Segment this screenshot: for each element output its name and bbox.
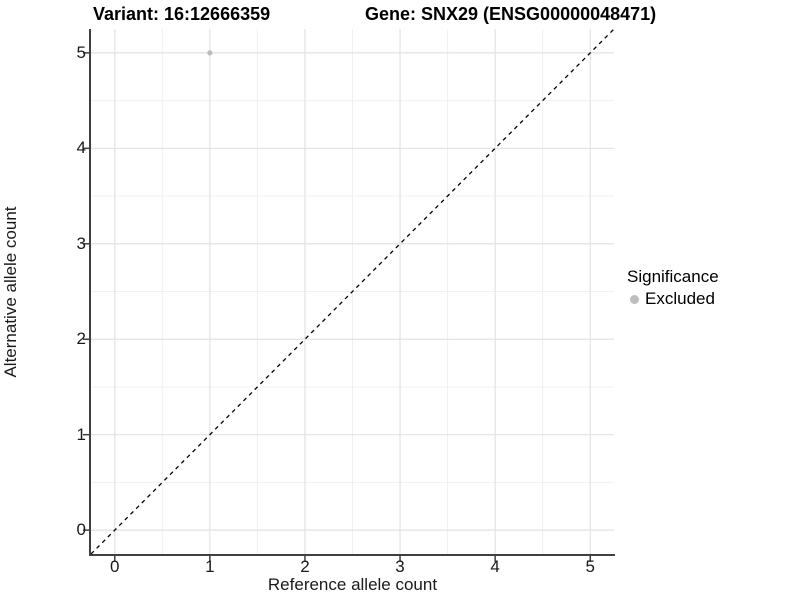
y-axis-label: Alternative allele count (1, 206, 20, 378)
y-tick-label: 5 (76, 42, 86, 62)
x-tick-label: 4 (490, 557, 500, 576)
x-tick-label: 3 (395, 557, 405, 576)
x-tick-label: 0 (110, 557, 120, 576)
identity-reference-line (90, 28, 615, 555)
legend-title: Significance (627, 267, 719, 286)
y-tick-label: 3 (76, 233, 86, 253)
legend-key-dot-icon (630, 294, 639, 304)
legend-items: Excluded (627, 288, 719, 310)
gene-title: Gene: SNX29 (ENSG00000048471) (365, 4, 657, 24)
y-tick-label: 1 (76, 424, 86, 444)
legend-item: Excluded (627, 288, 719, 310)
data-point (207, 50, 213, 56)
legend-item-label: Excluded (645, 289, 715, 308)
x-axis-label: Reference allele count (267, 575, 438, 594)
x-tick-label: 2 (300, 557, 310, 576)
x-tick-label: 5 (585, 557, 595, 576)
y-tick-label: 2 (76, 329, 86, 349)
variant-title: Variant: 16:12666359 (93, 4, 271, 24)
x-tick-label: 1 (205, 557, 215, 576)
y-tick-label: 4 (76, 138, 86, 158)
legend: Significance Excluded (627, 266, 719, 310)
y-tick-label: 0 (76, 520, 86, 540)
